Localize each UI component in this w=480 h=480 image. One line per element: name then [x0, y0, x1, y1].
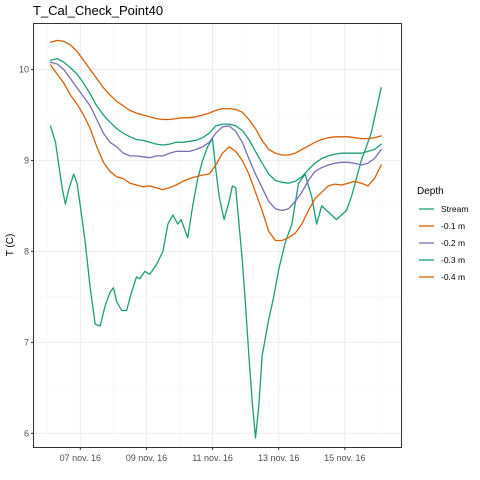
plot-background [34, 24, 401, 447]
y-axis-label: T (C) [5, 234, 16, 257]
series-line-depth-1 [49, 64, 382, 242]
x-tick-label: 09 nov. 16 [126, 453, 167, 463]
y-tick-label: 6 [24, 428, 29, 438]
series-line-depth-4 [49, 39, 382, 156]
y-tick-label: 10 [19, 64, 29, 74]
y-tick-label: 7 [24, 337, 29, 347]
x-tick-label: 07 nov. 16 [60, 453, 101, 463]
series-line-depth-2 [49, 61, 382, 212]
legend-label: -0.3 m [441, 255, 465, 265]
series-line-stream [49, 87, 382, 439]
plot-panel [33, 23, 402, 448]
legend: Stream -0.1 m -0.2 m -0.3 m -0.4 m [419, 204, 468, 282]
series-line-depth-3 [49, 57, 382, 184]
x-tick-label: 15 nov. 16 [324, 453, 365, 463]
chart-title: T_Cal_Check_Point40 [33, 3, 163, 18]
legend-label: -0.4 m [441, 272, 465, 282]
y-axis-ticks: 6 7 8 9 10 [19, 64, 34, 438]
x-axis-ticks: 07 nov. 16 09 nov. 16 11 nov. 16 13 nov. 16… [60, 447, 365, 463]
y-tick-label: 9 [24, 155, 29, 165]
legend-label: Stream [441, 204, 468, 214]
legend-label: -0.1 m [441, 221, 465, 231]
grid [34, 24, 401, 447]
y-tick-label: 8 [24, 246, 29, 256]
legend-title: Depth [417, 186, 444, 197]
x-tick-label: 11 nov. 16 [192, 453, 233, 463]
x-tick-label: 13 nov. 16 [258, 453, 299, 463]
legend-label: -0.2 m [441, 238, 465, 248]
series-lines [49, 39, 382, 439]
